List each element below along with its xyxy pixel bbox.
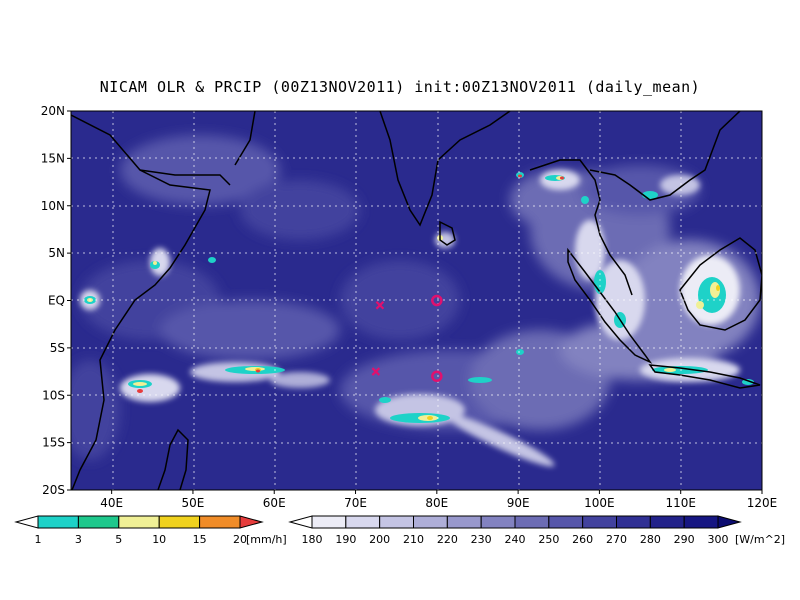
lon-label: 120E xyxy=(747,496,778,510)
precip-colorbar-label: 15 xyxy=(193,533,207,546)
olr-colorbar-unit: [W/m^2] xyxy=(735,533,785,546)
precip-field xyxy=(84,172,754,423)
precip-patch xyxy=(137,174,564,393)
olr-colorbar-swatch xyxy=(548,515,584,529)
precip-colorbar-label: 20 xyxy=(233,533,247,546)
olr-colorbar-swatch xyxy=(480,515,516,529)
india-coast xyxy=(379,111,511,227)
precip-colorbar-label: 5 xyxy=(115,533,122,546)
olr-colorbar-swatch xyxy=(616,515,651,529)
indochina-east-coast xyxy=(589,111,741,201)
precip-colorbar-label: 10 xyxy=(152,533,166,546)
indochina-coast xyxy=(529,159,633,296)
storm-circle-marker xyxy=(431,294,443,307)
storm-cross-marker xyxy=(371,367,381,376)
precip-colorbar: 1 3 5 10 15 20 [mm/h] xyxy=(14,515,287,546)
precip-colorbar-high-end xyxy=(239,515,264,529)
lon-label: 50E xyxy=(182,496,205,510)
olr-colorbar-swatch xyxy=(683,515,719,529)
coastlines xyxy=(71,111,762,490)
olr-colorbar-swatch xyxy=(311,515,347,529)
precip-colorbar-low-end xyxy=(14,515,39,529)
olr-colorbar-swatch xyxy=(446,515,482,529)
olr-colorbar-label: 190 xyxy=(335,533,356,546)
africa-coast xyxy=(71,114,211,490)
olr-colorbar-label: 280 xyxy=(640,533,661,546)
storm-markers xyxy=(371,294,443,383)
map-title: NICAM OLR & PRCIP (00Z13NOV2011) init:00… xyxy=(99,78,701,96)
olr-colorbar: 180 190 200 210 220 230 240 250 260 270 280 290 300 [… xyxy=(288,515,785,546)
olr-colorbar-label: 230 xyxy=(471,533,492,546)
storm-cross-marker xyxy=(375,300,385,310)
borneo-coast xyxy=(679,237,762,331)
olr-colorbar-label: 250 xyxy=(538,533,559,546)
olr-colorbar-label: 270 xyxy=(606,533,627,546)
precip-colorbar-swatch xyxy=(158,515,201,529)
longitude-axis: 40E 50E 60E 70E 80E 90E 100E 110E 120E xyxy=(100,490,777,510)
lon-label: 40E xyxy=(100,496,123,510)
olr-colorbar-label: 240 xyxy=(505,533,526,546)
olr-colorbar-swatch xyxy=(379,515,414,529)
precip-colorbar-unit: [mm/h] xyxy=(246,533,287,546)
lat-label: 10S xyxy=(42,388,65,402)
lat-label: 20S xyxy=(42,483,65,497)
lat-label: 10N xyxy=(41,199,65,213)
olr-colorbar-swatch xyxy=(413,515,448,529)
precip-colorbar-swatch xyxy=(118,515,160,529)
precip-colorbar-swatch xyxy=(77,515,120,529)
lat-label: 5S xyxy=(50,341,65,355)
olr-colorbar-label: 300 xyxy=(708,533,729,546)
olr-cloud-field xyxy=(71,135,760,460)
map-area xyxy=(71,111,762,490)
olr-colorbar-label: 290 xyxy=(674,533,695,546)
arabia-coast xyxy=(139,169,231,186)
lat-label: 20N xyxy=(41,104,65,118)
lon-label: 110E xyxy=(665,496,696,510)
lon-label: 100E xyxy=(584,496,615,510)
olr-colorbar-label: 200 xyxy=(369,533,390,546)
sumatra-coast xyxy=(567,247,653,364)
lon-label: 80E xyxy=(425,496,448,510)
lat-label: 15S xyxy=(42,436,65,450)
olr-colorbar-swatch xyxy=(514,515,550,529)
sri-lanka-coast xyxy=(439,220,456,246)
arabia-east-coast xyxy=(234,111,256,166)
olr-colorbar-high-end xyxy=(717,515,742,529)
storm-circle-marker xyxy=(431,370,443,383)
precip-colorbar-label: 3 xyxy=(75,533,82,546)
latitude-axis: 20N 15N 10N 5N EQ 5S 10S 15S 20S xyxy=(41,104,71,497)
precip-colorbar-label: 1 xyxy=(35,533,42,546)
lat-label: 5N xyxy=(48,246,65,260)
lat-label: EQ xyxy=(48,294,65,308)
precip-colorbar-swatch xyxy=(37,515,79,529)
precip-colorbar-swatch xyxy=(199,515,241,529)
olr-colorbar-label: 220 xyxy=(437,533,458,546)
olr-colorbar-label: 180 xyxy=(302,533,323,546)
olr-colorbar-swatch xyxy=(582,515,618,529)
lat-label: 15N xyxy=(41,151,65,165)
java-coast xyxy=(648,364,761,389)
olr-colorbar-swatch xyxy=(345,515,381,529)
olr-colorbar-label: 260 xyxy=(572,533,593,546)
lon-label: 60E xyxy=(263,496,286,510)
lon-label: 70E xyxy=(344,496,367,510)
olr-colorbar-swatch xyxy=(649,515,685,529)
olr-colorbar-low-end xyxy=(288,515,313,529)
olr-colorbar-label: 210 xyxy=(403,533,424,546)
madagascar-coast xyxy=(157,428,189,490)
lon-label: 90E xyxy=(507,496,530,510)
graticule xyxy=(71,111,762,490)
